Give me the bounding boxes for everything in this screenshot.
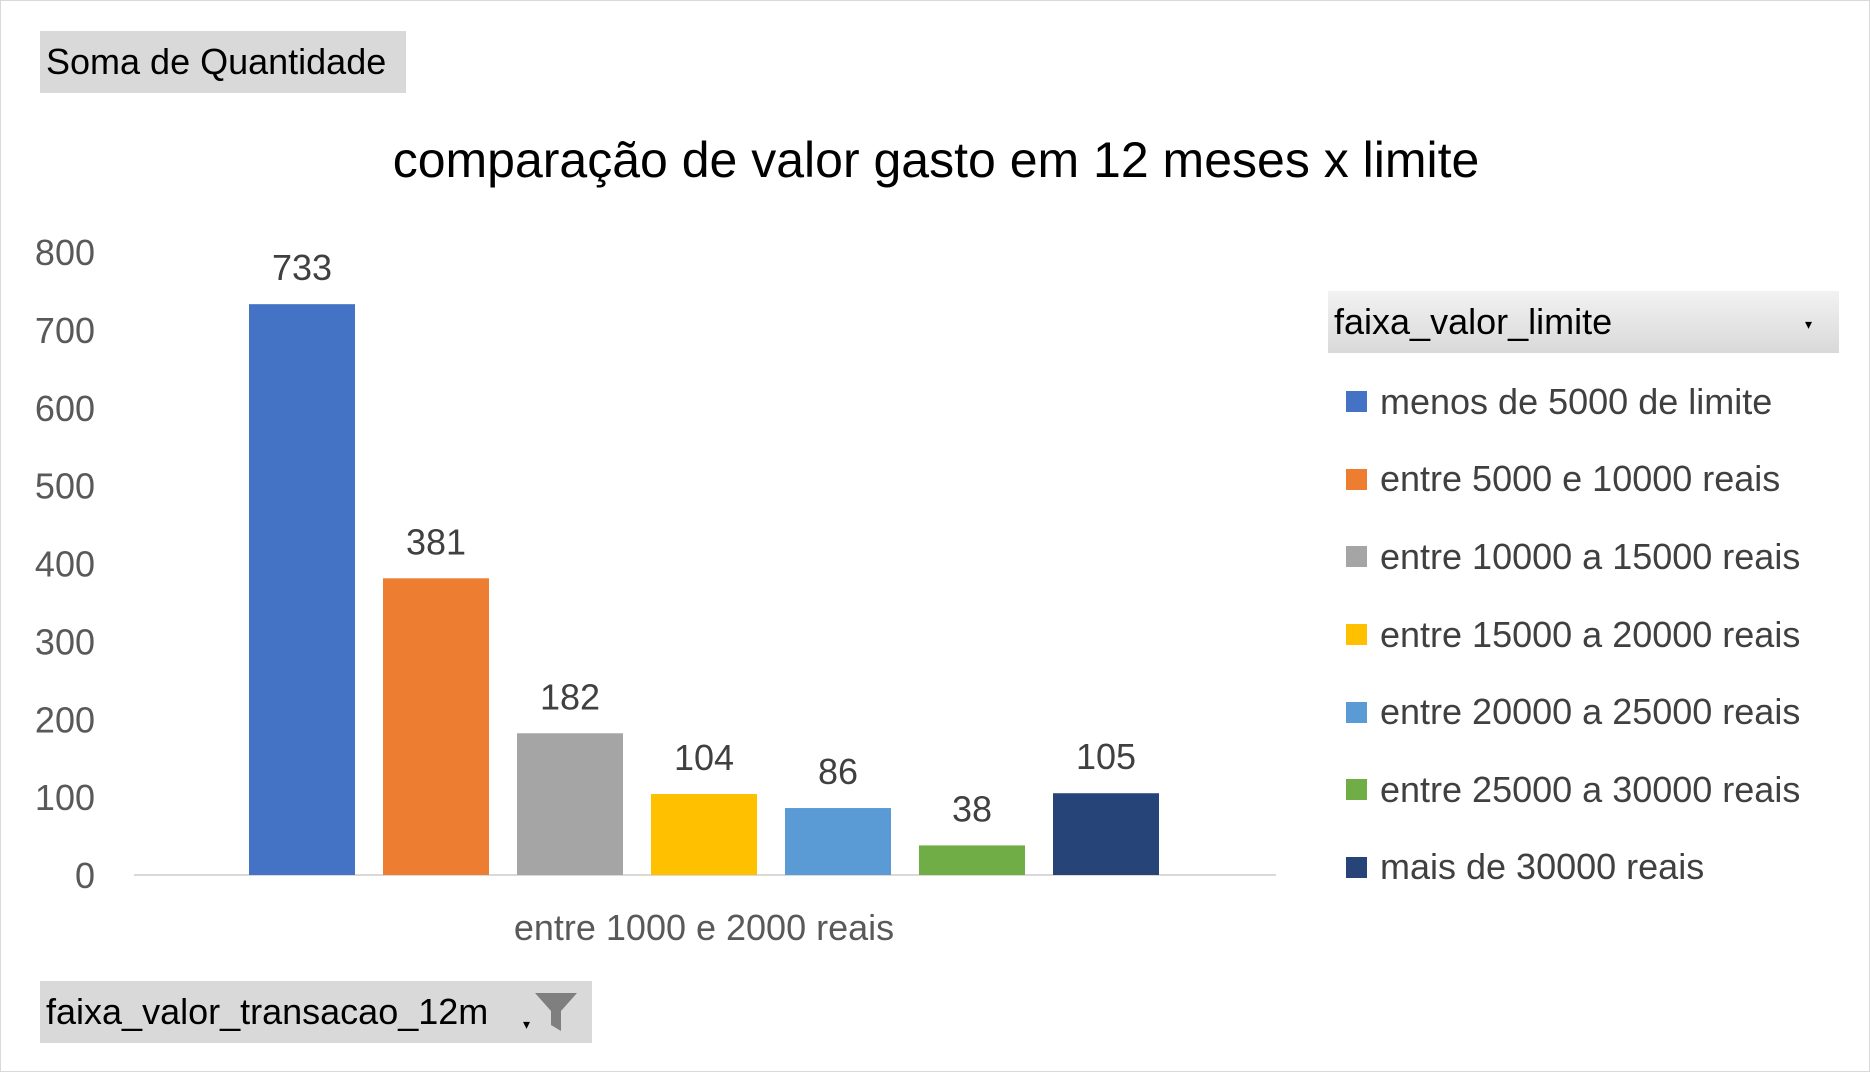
legend-swatch <box>1346 624 1367 646</box>
y-tick-label: 800 <box>35 232 95 273</box>
dropdown-arrow-icon[interactable]: ▾ <box>523 1016 531 1032</box>
legend-label: entre 25000 a 30000 reais <box>1380 768 1801 810</box>
bar <box>249 304 355 875</box>
y-tick-label: 300 <box>35 621 95 662</box>
bar <box>1053 793 1159 875</box>
legend-swatch <box>1346 856 1367 878</box>
bar <box>785 808 891 875</box>
y-tick-label: 0 <box>75 855 95 896</box>
legend-label: entre 20000 a 25000 reais <box>1380 691 1801 733</box>
y-tick-label: 100 <box>35 777 95 818</box>
legend-item: mais de 30000 reais <box>1346 829 1800 907</box>
legend-swatch <box>1346 546 1367 568</box>
y-tick-label: 400 <box>35 544 95 585</box>
y-tick-label: 500 <box>35 466 95 507</box>
legend-field-button[interactable]: faixa_valor_limite <box>1328 291 1839 353</box>
data-label: 105 <box>1076 736 1136 777</box>
data-label: 104 <box>674 737 734 778</box>
legend-swatch <box>1346 701 1367 723</box>
bar <box>517 733 623 875</box>
bar <box>651 794 757 875</box>
data-label: 38 <box>952 788 992 829</box>
legend-item: entre 25000 a 30000 reais <box>1346 751 1800 829</box>
legend-item: entre 20000 a 25000 reais <box>1346 673 1800 751</box>
legend: menos de 5000 de limite entre 5000 e 1000… <box>1346 363 1800 906</box>
data-label: 381 <box>406 521 466 562</box>
legend-swatch <box>1346 779 1367 801</box>
y-tick-label: 600 <box>35 388 95 429</box>
legend-item: entre 15000 a 20000 reais <box>1346 596 1800 674</box>
legend-item: menos de 5000 de limite <box>1346 363 1800 441</box>
legend-field-label: faixa_valor_limite <box>1334 301 1613 342</box>
data-label: 86 <box>818 751 858 792</box>
bar <box>919 845 1025 875</box>
axis-field-label: faixa_valor_transacao_12m <box>46 991 489 1032</box>
bar <box>383 578 489 875</box>
legend-label: menos de 5000 de limite <box>1380 380 1773 422</box>
value-field-button[interactable]: Soma de Quantidade <box>40 31 406 93</box>
y-tick-label: 700 <box>35 310 95 351</box>
legend-label: mais de 30000 reais <box>1380 846 1705 888</box>
legend-item: entre 10000 a 15000 reais <box>1346 518 1800 596</box>
legend-label: entre 5000 e 10000 reais <box>1380 458 1781 500</box>
x-category-label: entre 1000 e 2000 reais <box>514 907 894 948</box>
legend-swatch <box>1346 391 1367 413</box>
y-tick-label: 200 <box>35 699 95 740</box>
legend-item: entre 5000 e 10000 reais <box>1346 441 1800 519</box>
axis-field-button[interactable]: faixa_valor_transacao_12m <box>40 981 592 1043</box>
filter-funnel-icon[interactable] <box>533 991 579 1033</box>
value-field-label: Soma de Quantidade <box>46 41 387 82</box>
dropdown-arrow-icon[interactable]: ▾ <box>1805 316 1813 332</box>
legend-swatch <box>1346 468 1367 490</box>
data-label: 733 <box>272 247 332 288</box>
chart-title: comparação de valor gasto em 12 meses x … <box>392 132 1480 188</box>
data-label: 182 <box>540 676 600 717</box>
legend-label: entre 10000 a 15000 reais <box>1380 535 1801 577</box>
legend-label: entre 15000 a 20000 reais <box>1380 613 1801 655</box>
